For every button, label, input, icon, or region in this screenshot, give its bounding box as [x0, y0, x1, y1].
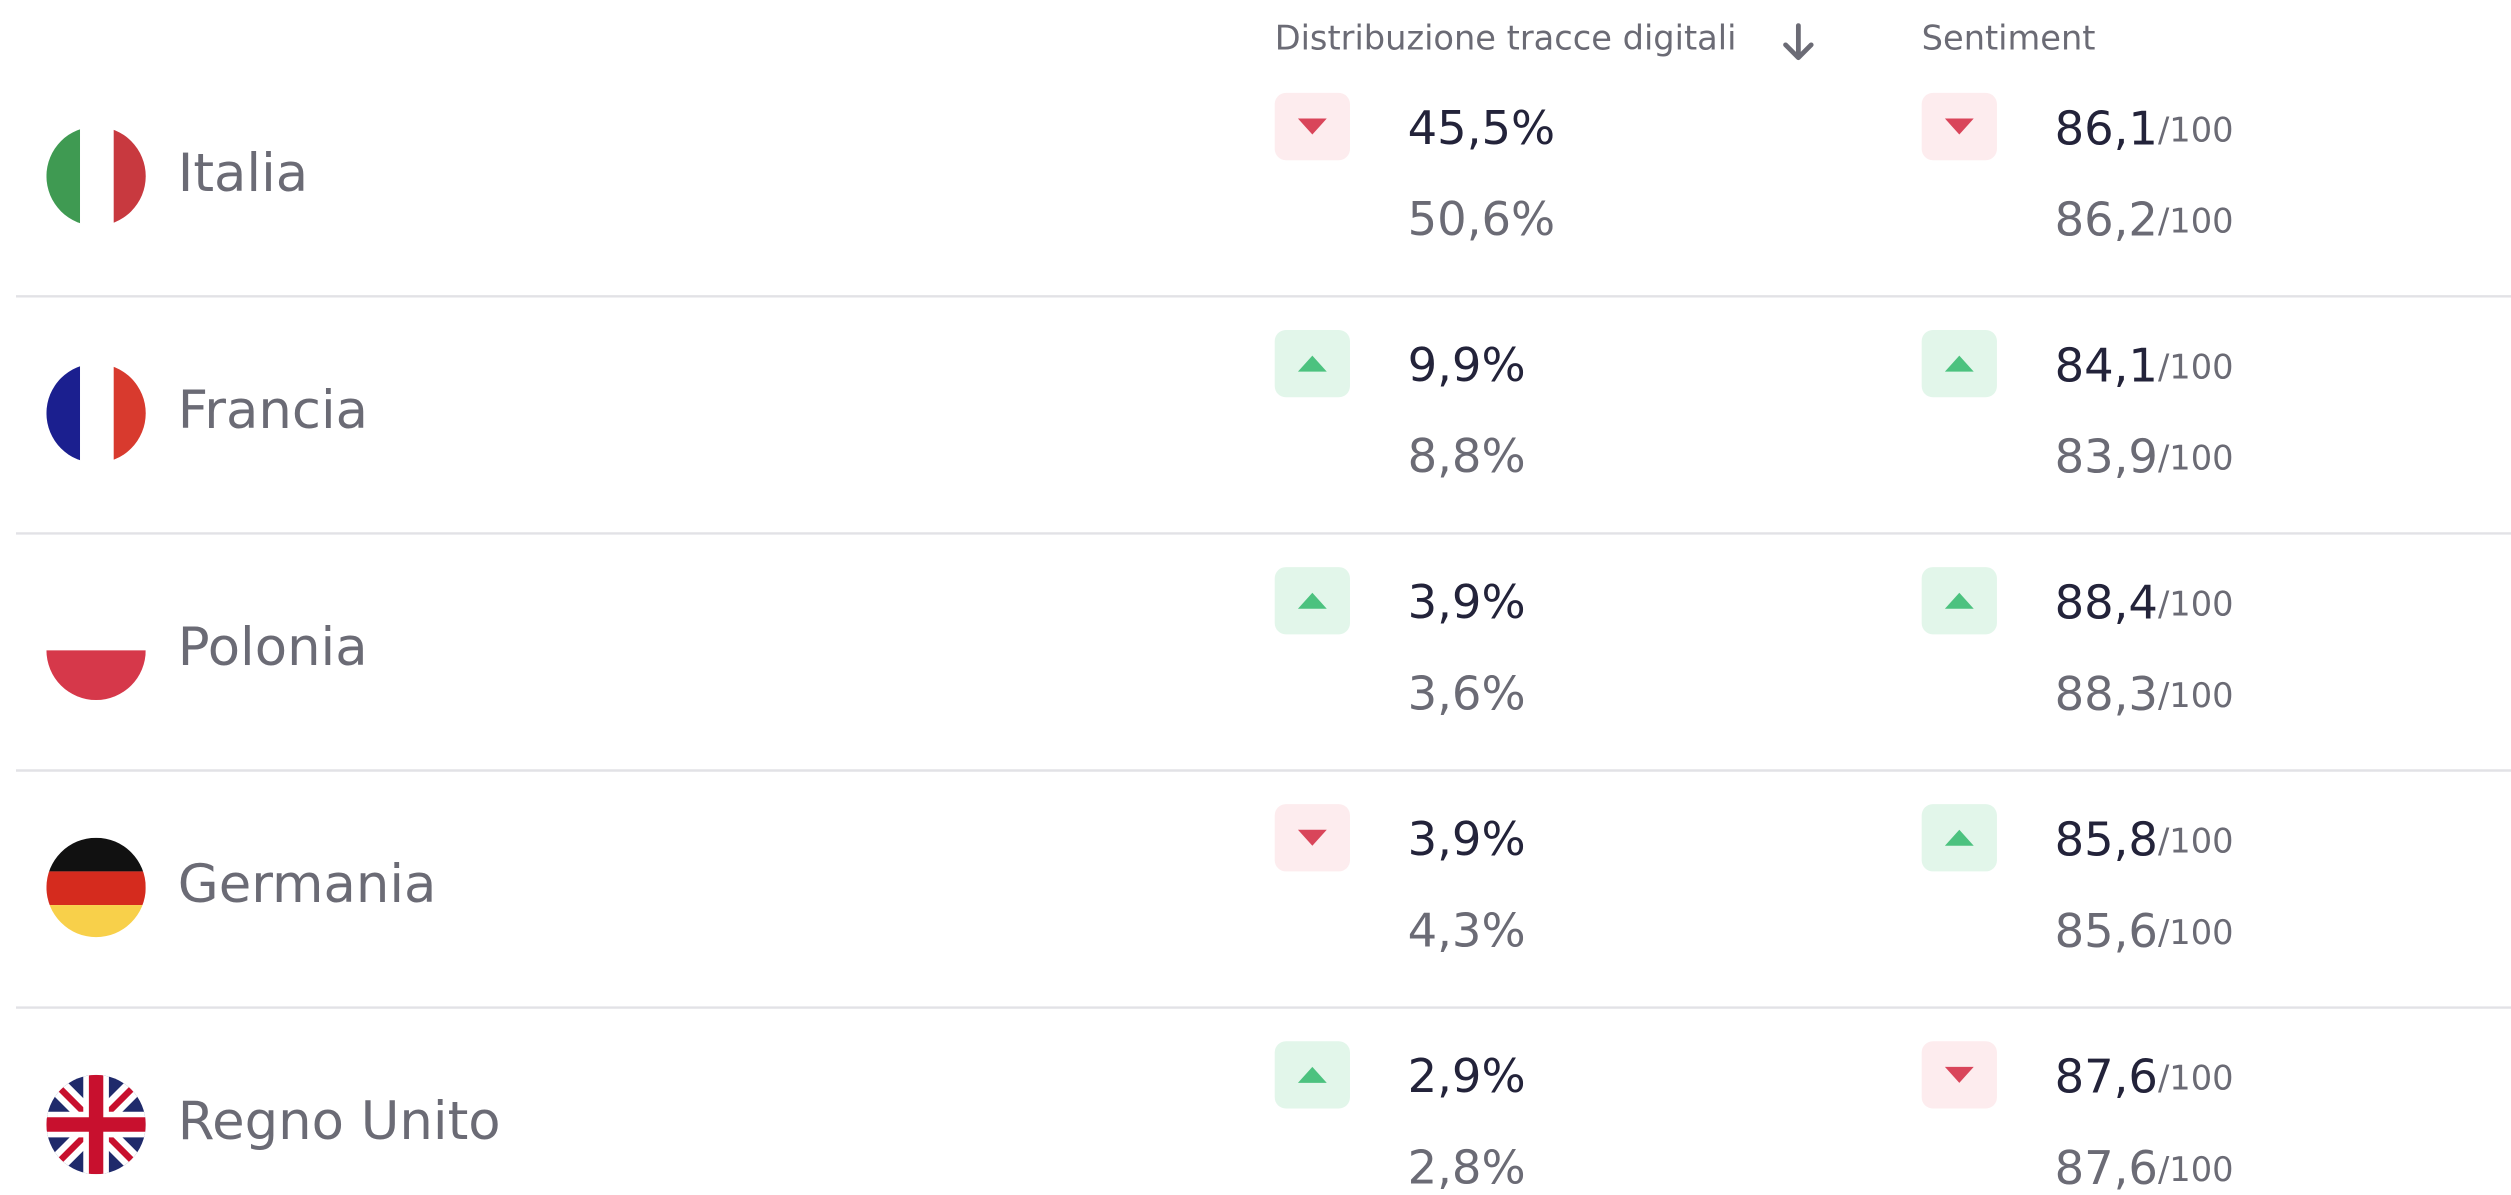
current-value: 9,9% [1408, 338, 1526, 392]
flag-stripe [46, 837, 146, 872]
flag-stripe [80, 126, 114, 226]
current-value: 88,4/100 [2055, 575, 2234, 629]
score-scale: /100 [2158, 912, 2234, 951]
score-scale: /100 [2158, 1058, 2234, 1097]
score-scale: /100 [2158, 110, 2234, 149]
current-value: 2,9% [1408, 1049, 1526, 1103]
flag-stripe [46, 905, 146, 938]
current-value: 45,5% [1408, 101, 1556, 155]
previous-value: 83,9/100 [2055, 429, 2234, 483]
trend-arrow [1944, 355, 1974, 372]
previous-value: 4,3% [1408, 903, 1526, 957]
flag [46, 126, 146, 226]
score: 86,2 [2055, 192, 2158, 246]
trend-arrow [1297, 1066, 1327, 1083]
flag [46, 363, 146, 463]
trend-arrow [1297, 829, 1327, 846]
previous-value: 50,6% [1408, 192, 1556, 246]
trend-arrow [1297, 118, 1327, 135]
country-name: Germania [178, 854, 437, 915]
flag [46, 837, 146, 938]
trend-arrow [1944, 118, 1974, 135]
score-scale: /100 [2158, 821, 2234, 860]
score: 87,6 [2055, 1049, 2158, 1103]
score-scale: /100 [2158, 1149, 2234, 1188]
score-scale: /100 [2158, 675, 2234, 714]
flag-stripe [46, 650, 146, 701]
previous-value: 87,6/100 [2055, 1140, 2234, 1194]
flag-stripe [46, 871, 146, 906]
score-scale: /100 [2158, 347, 2234, 386]
previous-value: 8,8% [1408, 429, 1526, 483]
previous-value: 3,6% [1408, 666, 1526, 720]
score: 85,6 [2055, 903, 2158, 957]
trend-arrow [1297, 592, 1327, 609]
current-value: 84,1/100 [2055, 338, 2234, 392]
previous-value: 2,8% [1408, 1140, 1526, 1194]
flag [46, 600, 146, 701]
score-scale: /100 [2158, 201, 2234, 240]
flag [46, 1074, 146, 1175]
score: 87,6 [2055, 1140, 2158, 1194]
country-name: Francia [178, 380, 368, 441]
score: 88,3 [2055, 666, 2158, 720]
flag-cross [46, 1074, 146, 1175]
country-name: Italia [178, 143, 308, 204]
sort-arrow[interactable] [1783, 23, 1814, 61]
trend-arrow [1944, 1066, 1974, 1083]
current-value: 87,6/100 [2055, 1049, 2234, 1103]
column-header[interactable]: Sentiment [1922, 19, 2096, 58]
previous-value: 88,3/100 [2055, 666, 2234, 720]
score: 85,8 [2055, 812, 2158, 866]
flag-stripe [113, 363, 146, 463]
current-value: 85,8/100 [2055, 812, 2234, 866]
score: 84,1 [2055, 338, 2158, 392]
flag-stripe [113, 126, 146, 226]
score: 88,4 [2055, 575, 2158, 629]
trend-arrow [1944, 592, 1974, 609]
country-name: Regno Unito [178, 1091, 501, 1152]
trend-arrow [1944, 829, 1974, 846]
trend-arrow [1297, 355, 1327, 372]
flag-stripe [46, 126, 81, 226]
previous-value: 85,6/100 [2055, 903, 2234, 957]
flag-stripe [46, 600, 146, 651]
current-value: 3,9% [1408, 575, 1526, 629]
country-name: Polonia [178, 617, 368, 678]
flag-stripe [46, 363, 81, 463]
score: 83,9 [2055, 429, 2158, 483]
score-scale: /100 [2158, 584, 2234, 623]
score-scale: /100 [2158, 438, 2234, 477]
current-value: 86,1/100 [2055, 101, 2234, 155]
previous-value: 86,2/100 [2055, 192, 2234, 246]
flag-stripe [80, 363, 114, 463]
column-header[interactable]: Distribuzione tracce digitali [1275, 19, 1737, 58]
score: 86,1 [2055, 101, 2158, 155]
current-value: 3,9% [1408, 812, 1526, 866]
